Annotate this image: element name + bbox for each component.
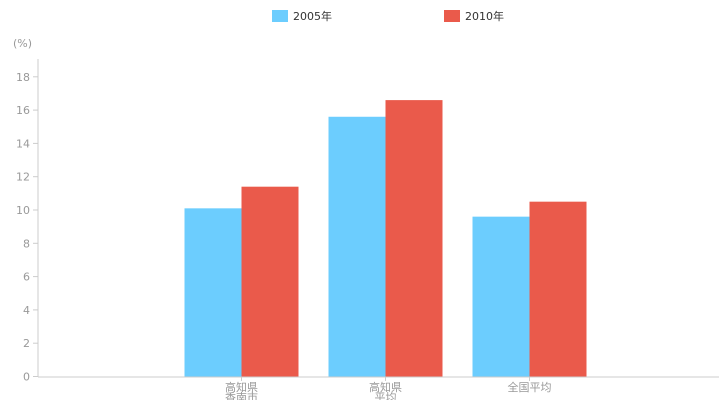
bar-2005-cat-0 [184,208,242,377]
bar-2010-cat-1 [385,100,443,377]
legend-label-2010: 2010年 [465,9,504,23]
x-tick-label: 高知県 [225,380,258,394]
bar-2005-cat-1 [328,116,386,377]
bars [184,100,587,377]
x-tick-label: 全国平均 [508,380,552,394]
legend: 2005年 2010年 [272,9,504,23]
legend-swatch-2010 [444,10,460,22]
y-ticks: 0 2 4 6 8 10 12 14 16 18 [16,71,38,384]
y-tick-label: 12 [16,171,30,184]
legend-label-2005: 2005年 [293,9,332,23]
y-tick-label: 4 [23,304,30,317]
bar-2010-cat-0 [241,186,299,377]
y-tick-label: 6 [23,271,30,284]
y-tick-label: 16 [16,104,30,117]
bar-2005-cat-2 [472,216,530,377]
y-tick-label: 10 [16,204,30,217]
y-tick-label: 2 [23,337,30,350]
x-tick-label: 香南市 [225,390,258,400]
bar-2010-cat-2 [529,201,587,377]
y-tick-label: 8 [23,237,30,250]
x-tick-label: 高知県 [369,380,402,394]
legend-swatch-2005 [272,10,288,22]
y-tick-label: 14 [16,137,30,150]
y-tick-label: 0 [23,371,30,384]
y-tick-label: 18 [16,71,30,84]
x-tick-label: 平均 [375,391,397,400]
y-axis-unit: (%) [13,37,32,50]
